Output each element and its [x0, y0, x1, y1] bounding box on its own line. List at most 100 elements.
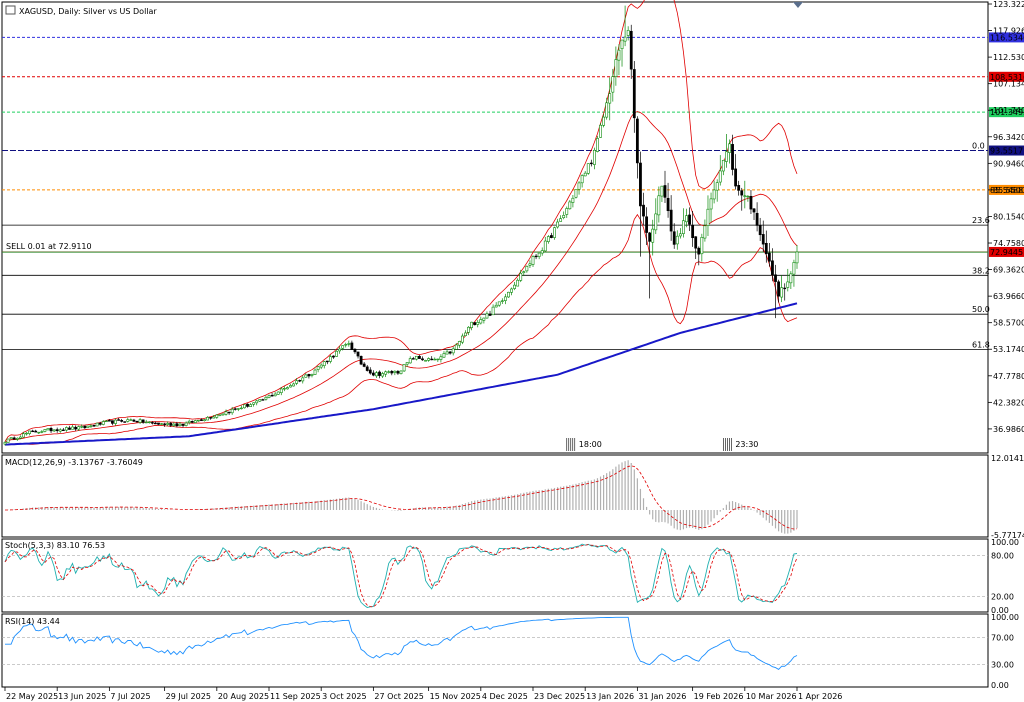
candle-body [795, 251, 799, 264]
candle-body [510, 288, 513, 293]
time-tick-label: 22 May 2025 [6, 692, 58, 701]
candle-body [9, 437, 13, 440]
symbol-icon [5, 5, 16, 15]
candle-body [184, 422, 188, 426]
price-tick-label: 90.9460 [993, 159, 1024, 168]
level-tag-text-5: 72.9445 [990, 248, 1023, 257]
candle-body [89, 425, 93, 427]
candle-body [451, 348, 455, 354]
fib-label-1: 23.6 [972, 216, 990, 225]
candle-body [101, 421, 105, 425]
candle-body [675, 235, 679, 245]
candle-body [233, 408, 237, 410]
candle-body [187, 420, 191, 423]
stoch-signal-line [4, 544, 798, 608]
level-tag-text-2: 101.3495 [990, 108, 1024, 117]
candle-body [685, 215, 688, 223]
level-tag-3 [989, 145, 1024, 156]
candle-body [304, 374, 308, 378]
candle-body [731, 144, 734, 170]
candle-body [737, 185, 741, 191]
candle-body [635, 118, 639, 164]
candle-body [258, 399, 262, 402]
candle-body [239, 407, 243, 410]
candle-body [433, 358, 437, 361]
candle-body [682, 220, 685, 234]
chart-title: XAGUSD, Daily: Silver vs US Dollar [19, 7, 157, 16]
price-tick-label: 74.7580 [993, 239, 1024, 248]
candle-body [126, 419, 130, 422]
candle-body [338, 348, 342, 352]
price-tick-label: 85.5500 [993, 186, 1024, 195]
macd-signal-line [5, 465, 798, 530]
candle-body [313, 369, 317, 375]
candle-body [580, 175, 584, 184]
rsi-tick-label: 0.00 [991, 681, 1009, 690]
candle-body [571, 197, 575, 203]
candle-body [193, 420, 197, 423]
candle-body [381, 373, 384, 377]
candle-body [626, 30, 630, 36]
rsi-tick-label: 100.00 [991, 613, 1019, 622]
candle-body [77, 426, 81, 430]
candle-body [243, 404, 246, 409]
candle-body [602, 116, 606, 126]
candle-body [347, 343, 351, 345]
candle-body [786, 281, 790, 288]
candle-body [92, 424, 96, 427]
time-tick-label: 3 Oct 2025 [322, 692, 366, 701]
price-tick-label: 96.3420 [993, 133, 1024, 142]
candle-body [755, 212, 759, 226]
candle-body [378, 371, 381, 376]
candle-body [286, 387, 289, 390]
candle-body [157, 422, 160, 425]
stoch-tick-label: 0.00 [991, 606, 1009, 615]
candle-body [132, 419, 136, 422]
candle-body [632, 69, 636, 119]
price-tick-label: 80.1540 [993, 212, 1024, 221]
candle-body [3, 442, 7, 445]
rsi-label: RSI(14) 43.44 [5, 617, 60, 626]
candle-body [525, 265, 529, 272]
price-tick-label: 117.9260 [993, 27, 1024, 36]
candle-body [147, 421, 151, 424]
candle-body [310, 374, 314, 376]
candle-body [767, 252, 771, 262]
stoch-tick-label: 80.00 [991, 552, 1014, 561]
candle-body [718, 170, 722, 183]
fib-label-3: 50.0 [972, 305, 990, 314]
candle-body [494, 304, 498, 308]
chart-shift-marker-icon[interactable] [793, 2, 803, 8]
candle-body [703, 225, 707, 239]
price-tick-label: 112.5300 [993, 53, 1024, 62]
candle-body [678, 233, 682, 237]
candle-body [129, 419, 133, 421]
candle-body [49, 427, 53, 432]
time-tick-label: 15 Nov 2025 [430, 692, 481, 701]
candle-body [356, 351, 360, 357]
level-tag-4 [989, 184, 1024, 195]
candle-body [611, 76, 615, 93]
candle-body [353, 348, 357, 353]
candle-body [629, 30, 633, 70]
candle-body [224, 411, 228, 415]
candle-body [328, 356, 332, 362]
candle-body [292, 383, 295, 387]
candle-body [246, 403, 249, 407]
candle-body [371, 372, 375, 376]
candle-body [780, 287, 784, 298]
candle-body [150, 422, 154, 424]
price-tick-label: 47.7780 [993, 372, 1024, 381]
candle-body [789, 273, 793, 284]
candle-body [617, 49, 621, 61]
candle-body [777, 281, 780, 297]
candle-body [691, 224, 695, 239]
candle-body [365, 366, 369, 371]
level-tag-text-1: 108.5316 [990, 73, 1024, 82]
candle-body [672, 231, 676, 245]
candle-body [200, 419, 203, 421]
time-tick-label: 11 Sep 2025 [270, 692, 321, 701]
candle-body [540, 250, 544, 254]
candle-body [749, 195, 753, 210]
